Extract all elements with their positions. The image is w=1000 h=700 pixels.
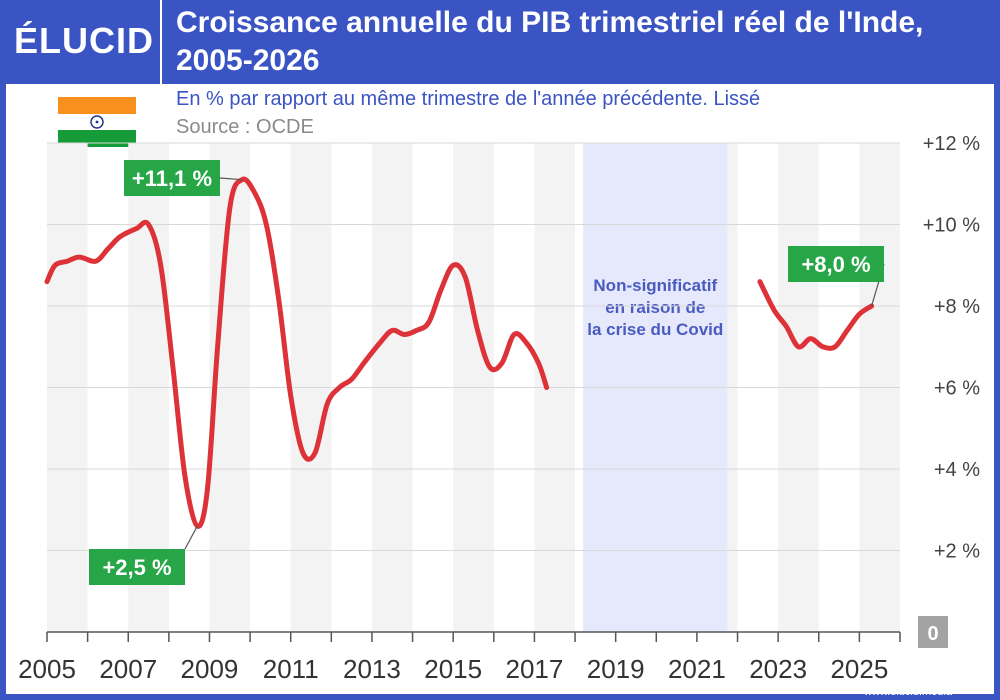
chart-source: Source : OCDE <box>176 116 314 138</box>
gdp-growth-line <box>44 176 550 529</box>
x-tick-label: 2023 <box>749 654 807 684</box>
x-tick-label: 2021 <box>668 654 726 684</box>
annotation-box <box>124 160 220 196</box>
footer-logo-icon <box>956 684 986 694</box>
chart-title: Croissance annuelle du PIB trimestriel r… <box>176 6 924 77</box>
x-tick-label: 2025 <box>830 654 888 684</box>
annotation-label: +11,1 % <box>132 166 212 191</box>
y-zero-label: 0 <box>927 623 938 645</box>
y-tick-label: +8 % <box>934 296 980 318</box>
chart-subtitle: En % par rapport au même trimestre de l'… <box>176 88 761 110</box>
elucid-logo: ÉLUCID <box>14 20 154 61</box>
y-tick-label: +6 % <box>934 378 980 400</box>
x-tick-label: 2007 <box>99 654 157 684</box>
annotation-leader <box>184 525 198 550</box>
covid-note-line: en raison de <box>605 298 705 317</box>
annotation-label: +8,0 % <box>801 252 870 277</box>
x-tick-label: 2019 <box>587 654 645 684</box>
x-tick-label: 2009 <box>181 654 239 684</box>
x-tick-label: 2005 <box>18 654 76 684</box>
covid-note-line: la crise du Covid <box>587 320 723 339</box>
footer-url: www.elucid.media <box>863 686 952 698</box>
zero-badge <box>918 616 948 648</box>
x-tick-label: 2017 <box>506 654 564 684</box>
x-tick-label: 2015 <box>424 654 482 684</box>
gdp-growth-line <box>757 279 875 351</box>
annotation-box <box>788 246 884 282</box>
covid-note-line: Non-significatif <box>593 276 717 295</box>
x-tick-label: 2011 <box>263 654 319 684</box>
y-tick-label: +4 % <box>934 459 980 481</box>
annotation-label: +2,5 % <box>102 555 171 580</box>
x-tick-label: 2013 <box>343 654 401 684</box>
annotation-box <box>89 549 185 585</box>
y-tick-label: +2 % <box>934 541 980 563</box>
y-tick-label: +12 % <box>923 133 980 155</box>
y-tick-label: +10 % <box>923 215 980 237</box>
annotation-leader <box>219 177 243 181</box>
header-divider <box>160 0 162 84</box>
header-bar: ÉLUCID Croissance annuelle du PIB trimes… <box>0 0 1000 84</box>
